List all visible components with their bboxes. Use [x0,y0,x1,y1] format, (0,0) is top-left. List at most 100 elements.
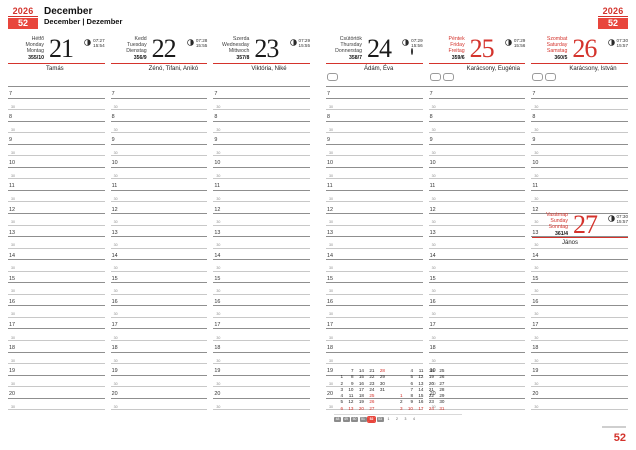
mini-calendar-day[interactable]: 24 [369,386,375,392]
mini-calendar-day[interactable]: 3 [399,405,403,411]
half-hour-row-13[interactable]: 30 [213,237,311,249]
mini-calendar-day[interactable]: 4 [410,368,413,373]
half-hour-row-13[interactable]: 30 [326,237,423,249]
hour-row-9[interactable]: 9 [326,133,423,145]
mini-calendar-day[interactable] [376,406,387,412]
hour-row-11[interactable]: 11 [326,179,423,191]
half-hour-row-20[interactable]: 30 [428,399,526,411]
hour-row-12[interactable]: 12 [428,202,526,215]
half-hour-row-20[interactable]: 30 [8,399,105,411]
half-hour-row-18[interactable]: 30 [326,353,423,365]
half-hour-row-17[interactable]: 30 [8,329,105,342]
half-hour-row-7[interactable]: 30 [8,99,105,111]
day-column-26[interactable]: Szombat Saturday Samstag 360/5 26 07:30 15:57 K… [531,36,629,82]
half-hour-row-14[interactable]: 30 [213,260,311,272]
hour-row-13[interactable]: 13 [428,226,526,238]
half-hour-row-14[interactable]: 30 [326,260,423,272]
mini-calendar-day[interactable]: 31 [379,386,385,392]
mini-calendar-day[interactable]: 13 [418,380,424,386]
half-hour-row-18[interactable]: 30 [531,353,629,365]
mini-calendar-day[interactable]: 7 [350,368,354,373]
hour-row-20[interactable]: 20 [326,387,423,399]
hour-row-13[interactable]: 13 [326,226,423,238]
hour-row-8[interactable]: 8 [8,110,105,122]
half-hour-row-17[interactable]: 30 [428,329,526,342]
half-hour-row-17[interactable]: 30 [326,329,423,342]
hour-row-13[interactable]: 13 [213,226,311,238]
mini-calendar-day[interactable]: 2 [399,399,403,405]
half-hour-row-13[interactable]: 30 [8,237,105,249]
half-hour-row-14[interactable]: 30 [110,260,208,272]
mini-calendar-day[interactable]: 26 [369,399,375,405]
half-hour-row-15[interactable]: 30 [110,283,208,295]
mini-calendar-day[interactable]: 19 [428,374,434,380]
hour-row-17[interactable]: 17 [326,318,423,330]
hour-row-17[interactable]: 17 [428,318,526,330]
mini-calendar-day[interactable]: 6 [410,380,413,386]
hour-row-12[interactable]: 12 [8,202,105,215]
hour-row-12[interactable]: 12 [531,202,629,215]
half-hour-row-8[interactable]: 30 [531,122,629,134]
hour-row-14[interactable]: 14 [531,249,629,261]
mini-calendar-day[interactable]: 5 [410,374,413,380]
half-hour-row-17[interactable]: 30 [110,329,208,342]
hour-row-20[interactable]: 20 [8,387,105,399]
hour-row-19[interactable]: 19 [8,364,105,376]
half-hour-row-14[interactable]: 30 [428,260,526,272]
day-column-23[interactable]: Szerda Wednesday Mittwoch 357/8 23 07:29 15:55… [213,36,311,82]
half-hour-row-16[interactable]: 30 [531,306,629,318]
half-hour-row-19[interactable]: 30 [110,376,208,388]
half-hour-row-10[interactable]: 30 [428,168,526,180]
mini-calendar-day[interactable]: 16 [358,380,364,386]
mini-calendar-day[interactable]: 28 [439,386,445,392]
hour-row-9[interactable]: 9 [213,133,311,145]
mini-calendar-day[interactable]: 26 [439,374,445,380]
hour-row-15[interactable]: 15 [428,272,526,284]
hour-row-20[interactable]: 20 [110,387,208,399]
mini-calendar-day[interactable]: 21 [428,386,434,392]
mini-calendar-day[interactable]: 7 [410,386,413,392]
half-hour-row-15[interactable]: 30 [428,283,526,295]
mini-calendar-day[interactable]: 10 [348,386,354,392]
hour-row-11[interactable]: 11 [110,179,208,191]
hour-row-18[interactable]: 18 [213,341,311,353]
half-hour-row-11[interactable]: 30 [110,191,208,203]
half-hour-row-13[interactable]: 30 [428,237,526,249]
hour-row-14[interactable]: 14 [428,249,526,261]
half-hour-row-8[interactable]: 30 [213,122,311,134]
half-hour-row-12[interactable]: 30 [326,214,423,226]
half-hour-row-16[interactable]: 30 [428,306,526,318]
half-hour-row-8[interactable]: 30 [326,122,423,134]
hour-row-12[interactable]: 12 [110,202,208,215]
hour-row-15[interactable]: 15 [8,272,105,284]
mini-calendar-day[interactable]: 12 [348,399,354,405]
hour-row-11[interactable]: 11 [213,179,311,191]
mini-calendar-day[interactable]: 5 [340,399,343,405]
hour-row-16[interactable]: 16 [428,295,526,307]
hour-row-16[interactable]: 16 [326,295,423,307]
hour-row-18[interactable]: 18 [110,341,208,353]
half-hour-row-14[interactable]: 30 [8,260,105,272]
hour-row-7[interactable]: 7 [531,87,629,99]
hour-row-9[interactable]: 9 [428,133,526,145]
mini-calendar-day[interactable]: 9 [410,399,413,405]
half-hour-row-10[interactable]: 30 [8,168,105,180]
half-hour-row-7[interactable]: 30 [428,99,526,111]
hour-row-12[interactable]: 12 [213,202,311,215]
mini-calendar-day[interactable]: 15 [358,374,364,380]
half-hour-row-13[interactable]: 30 [110,237,208,249]
mini-calendar-day[interactable]: 30 [439,399,445,405]
mini-calendar-day[interactable]: 17 [418,405,424,411]
mini-calendar-day[interactable]: 12 [418,374,424,380]
mini-calendar-day[interactable]: 8 [410,393,413,399]
hour-row-13[interactable]: 13 [8,226,105,238]
mini-calendar-day[interactable]: 15 [418,393,424,399]
half-hour-row-12[interactable]: 30 [531,214,629,226]
week-strip-item-2[interactable]: 2 [396,417,398,422]
hour-row-17[interactable]: 17 [531,318,629,330]
hour-row-7[interactable]: 7 [8,87,105,99]
mini-calendar-day[interactable]: 23 [428,399,434,405]
half-hour-row-16[interactable]: 30 [110,306,208,318]
half-hour-row-9[interactable]: 30 [428,145,526,157]
half-hour-row-8[interactable]: 30 [428,122,526,134]
